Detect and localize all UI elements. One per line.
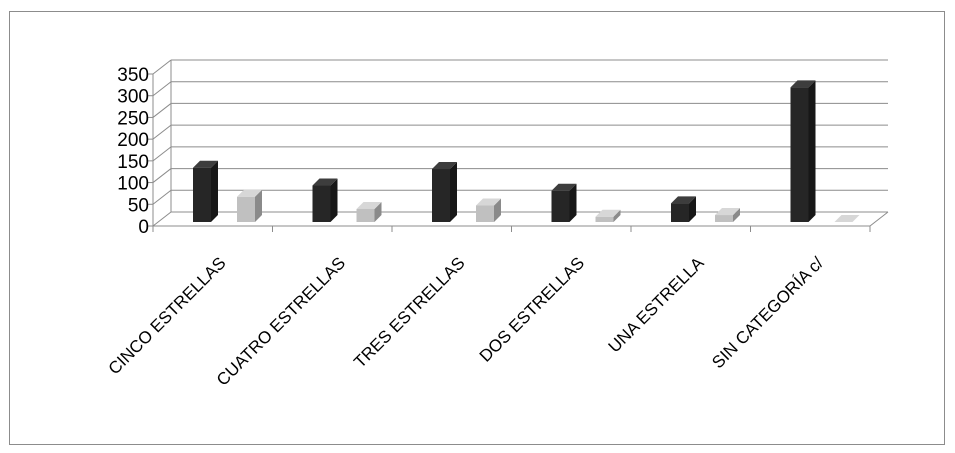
y-tick-label: 200 [117, 130, 149, 151]
gridline-side [152, 81, 172, 97]
gridline-side [152, 124, 172, 140]
bar-top [671, 196, 696, 204]
bar-top [790, 80, 816, 88]
x-category-label: SIN CATEGORÍA c/ [708, 253, 827, 372]
y-tick-label: 350 [117, 65, 149, 86]
bars [193, 80, 860, 222]
bar-top [715, 208, 740, 216]
y-tick-label: 150 [117, 152, 149, 173]
y-tick-label: 100 [117, 174, 149, 195]
gridline-side [152, 103, 172, 118]
bar [432, 169, 450, 222]
x-category-label: UNA ESTRELLA [605, 253, 708, 356]
gridline-side [152, 189, 172, 205]
bar-side [613, 209, 621, 222]
bar-side [374, 201, 382, 222]
bar-top [551, 183, 577, 191]
bar [476, 205, 494, 222]
bar-side [733, 208, 740, 222]
bar-top [237, 189, 262, 197]
y-tick-label: 0 [138, 217, 149, 238]
bar [193, 167, 211, 222]
bar [356, 208, 375, 222]
bar [595, 216, 614, 222]
bar [671, 203, 689, 222]
floor-right-edge [869, 211, 889, 227]
bar-top [595, 209, 621, 217]
gridline-side [152, 59, 172, 75]
gridlines [152, 59, 888, 227]
bar-side [808, 80, 816, 222]
gridline-side [152, 146, 172, 162]
bar-top [356, 201, 382, 209]
x-category-label: DOS ESTRELLAS [476, 253, 588, 365]
bar-side [689, 196, 696, 222]
axes [148, 73, 889, 232]
bar [312, 185, 331, 222]
bar-top [432, 162, 457, 170]
bar [237, 196, 255, 222]
bar-top [476, 198, 501, 206]
bar-side [494, 198, 501, 222]
y-tick-label: 300 [117, 87, 149, 108]
bar-top [193, 160, 218, 168]
bar-side [211, 160, 218, 222]
bar-top [312, 178, 338, 186]
x-category-label: CINCO ESTRELLAS [105, 253, 230, 378]
gridline-side [152, 211, 172, 227]
bar [551, 190, 570, 222]
chart-frame [9, 11, 945, 445]
x-category-label: TRES ESTRELLAS [350, 253, 468, 371]
y-tick-label: 250 [117, 108, 149, 129]
gridline-side [152, 168, 172, 183]
bar-side [450, 162, 457, 222]
bar-side [569, 183, 577, 222]
bar-side [255, 189, 262, 222]
bar [790, 87, 809, 222]
y-tick-label: 50 [128, 195, 149, 216]
bar [715, 215, 733, 222]
bar-top [834, 215, 860, 222]
bar-side [330, 178, 338, 222]
x-category-label: CUATRO ESTRELLAS [213, 253, 349, 389]
